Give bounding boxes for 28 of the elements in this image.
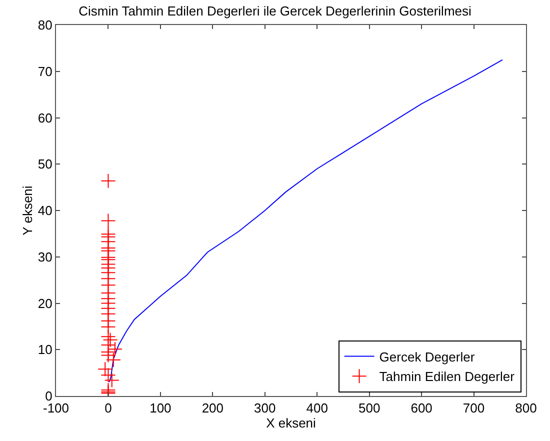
x-tick-label: 600	[410, 400, 432, 416]
y-tick-label: 80	[38, 18, 52, 33]
y-tick-label: 10	[38, 342, 52, 358]
y-tick-label: 70	[38, 64, 52, 79]
point	[100, 213, 116, 228]
x-tick-label: 400	[306, 400, 328, 416]
y-tick-label: 50	[38, 156, 52, 172]
y-axis-title: Y ekseni	[20, 186, 35, 236]
point	[100, 368, 116, 383]
x-tick-label: 100	[150, 400, 172, 416]
y-tick-label: 60	[38, 110, 52, 126]
x-tick-label: 300	[254, 400, 276, 416]
point	[98, 362, 113, 377]
x-tick-label: 800	[515, 400, 537, 416]
x-tick-label: 500	[358, 400, 380, 416]
point	[100, 173, 116, 188]
x-tick-label: 0	[104, 400, 112, 416]
legend-label: Gercek Degerler	[379, 349, 476, 364]
point	[104, 372, 120, 388]
x-tick-label: 700	[462, 400, 485, 416]
x-tick-label: 200	[202, 400, 224, 416]
y-tick-label: 30	[38, 249, 52, 264]
x-axis-title: X ekseni	[266, 416, 316, 431]
chart-title: Cismin Tahmin Edilen Degerleri ile Gercek Degerlerinin Gosterilmesi	[78, 4, 472, 19]
y-tick-label: 40	[38, 203, 52, 218]
legend-label: Tahmin Edilen Degerler	[379, 369, 516, 384]
y-tick-label: 20	[38, 296, 52, 311]
point	[102, 332, 118, 348]
